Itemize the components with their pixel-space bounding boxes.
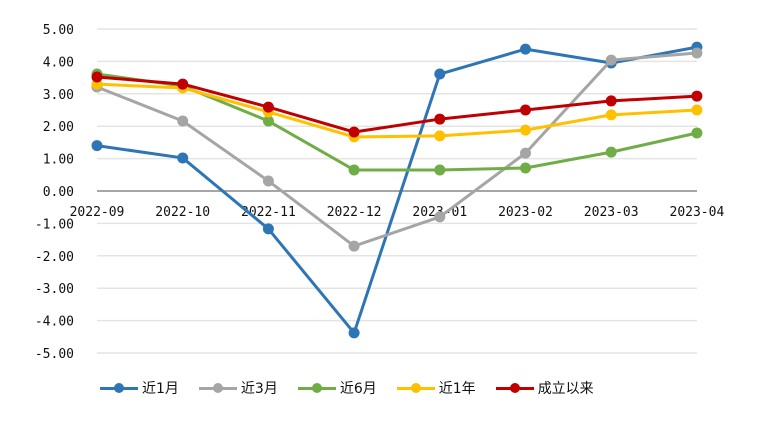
data-point[interactable] [348,240,360,252]
series-成立以来 [91,71,703,138]
data-point[interactable] [177,78,189,90]
data-point[interactable] [348,164,360,176]
data-point[interactable] [91,140,103,152]
data-point[interactable] [691,47,703,59]
y-tick-label: 2.00 [43,120,74,135]
data-point[interactable] [262,101,274,113]
x-tick-label: 2023-03 [584,205,639,220]
y-tick-label: -2.00 [35,250,74,265]
data-point[interactable] [262,175,274,187]
legend-item-since-inception[interactable]: 成立以来 [495,378,594,398]
data-point[interactable] [605,109,617,121]
data-point[interactable] [434,164,446,176]
data-point[interactable] [520,124,531,136]
y-tick-label: -4.00 [35,315,74,330]
data-point[interactable] [691,90,703,102]
legend-marker-icon [297,382,336,394]
data-point[interactable] [520,104,531,116]
y-tick-label: -3.00 [35,282,74,297]
data-point[interactable] [691,127,703,139]
legend-label: 成立以来 [537,381,594,397]
series-近3月 [91,47,703,252]
x-tick-label: 2023-04 [670,205,725,220]
y-tick-label: 1.00 [43,153,74,168]
legend-item-6m[interactable]: 近6月 [297,378,377,398]
data-point[interactable] [520,162,531,174]
x-tick-label: 2022-10 [155,205,210,220]
legend-label: 近1年 [438,381,476,397]
y-axis-labels: 5.00 4.00 3.00 2.00 1.00 0.00 -1.00 -2.00 -3.00 -… [35,23,74,362]
data-point[interactable] [177,115,189,127]
series-近1月 [91,41,703,339]
data-point[interactable] [520,147,531,159]
data-point[interactable] [348,126,360,138]
legend-marker-icon [495,382,534,394]
data-point[interactable] [434,130,446,142]
legend-marker-icon [396,382,435,394]
data-point[interactable] [177,152,189,164]
data-point[interactable] [434,211,446,223]
x-axis-labels: 2022-092022-102022-112022-122023-012023-… [70,205,725,220]
data-point[interactable] [605,146,617,158]
y-tick-label: 0.00 [43,185,74,200]
data-point[interactable] [262,115,274,127]
data-point[interactable] [262,223,274,235]
legend-item-1m[interactable]: 近1月 [100,378,179,398]
y-tick-label: -1.00 [35,217,74,232]
y-tick-label: -5.00 [35,347,74,362]
legend-item-3m[interactable]: 近3月 [198,378,278,398]
data-point[interactable] [691,104,703,116]
y-tick-label: 5.00 [43,23,74,38]
data-point[interactable] [434,68,446,80]
legend-marker-icon [198,382,237,394]
x-tick-label: 2022-12 [327,205,382,220]
legend-label: 近6月 [339,381,377,397]
gridlines [97,28,697,354]
data-point[interactable] [348,327,360,339]
legend: 近1月 近3月 近6月 近1年 成立以来 [100,378,594,398]
y-tick-label: 3.00 [43,88,74,103]
legend-label: 近1月 [142,381,179,397]
x-tick-label: 2022-09 [70,205,125,220]
data-point[interactable] [91,71,103,83]
legend-label: 近3月 [240,381,278,397]
data-point[interactable] [434,113,446,125]
data-point[interactable] [520,43,531,55]
data-point[interactable] [605,95,617,107]
series-lines [91,41,703,339]
legend-marker-icon [100,382,138,394]
legend-item-1y[interactable]: 近1年 [396,378,476,398]
data-point[interactable] [605,54,617,66]
x-tick-label: 2023-02 [498,205,553,220]
y-tick-label: 4.00 [43,55,74,70]
